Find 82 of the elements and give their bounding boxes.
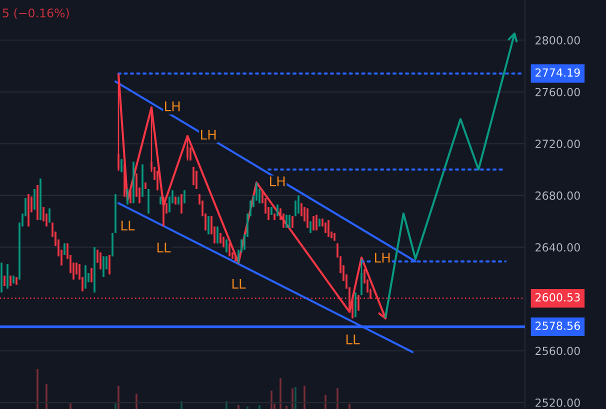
candlestick	[192, 166, 194, 186]
candlestick	[324, 222, 326, 234]
candlestick	[228, 242, 230, 257]
candlestick	[112, 232, 114, 257]
annotation: LH	[374, 252, 390, 262]
candlestick	[274, 212, 276, 221]
candlestick	[298, 194, 300, 214]
candlestick	[294, 200, 296, 217]
candlestick	[36, 184, 38, 221]
y-tick-label: 2640.00	[536, 243, 580, 252]
candlestick	[34, 188, 36, 210]
annotation: 5 (−0.16%)	[2, 8, 69, 19]
candlestick	[328, 219, 330, 238]
candlestick	[234, 256, 236, 262]
candlestick	[16, 276, 18, 286]
candlestick	[276, 204, 278, 217]
candlestick	[6, 263, 8, 290]
candlestick	[48, 208, 50, 224]
candlestick	[90, 267, 92, 283]
candlestick	[174, 196, 176, 206]
candlestick	[102, 256, 104, 278]
candlestick	[28, 194, 30, 228]
candlestick	[282, 212, 284, 228]
candlestick	[196, 170, 198, 190]
candlestick	[292, 216, 294, 228]
candlestick	[286, 214, 288, 228]
candlestick	[0, 262, 2, 294]
candlestick	[310, 220, 312, 234]
annotation: LL	[232, 278, 246, 289]
candlestick	[10, 275, 12, 287]
candlestick	[270, 206, 272, 216]
annotation: LH	[164, 101, 180, 112]
candlestick	[12, 275, 14, 284]
candlestick	[318, 218, 320, 228]
annotation: LH	[270, 176, 285, 186]
candlestick	[108, 254, 110, 276]
candlestick	[220, 232, 222, 244]
candlestick	[4, 275, 6, 287]
y-tick-label: 2720.00	[536, 140, 580, 148]
y-tick-label: 2520.00	[536, 398, 580, 407]
annotation: LL	[346, 334, 360, 344]
candlestick	[216, 226, 218, 244]
series-label: 2774.19	[536, 68, 580, 77]
annotation: LL	[121, 220, 135, 230]
candlestick	[148, 188, 150, 214]
candlestick	[180, 194, 182, 214]
candlestick	[306, 208, 308, 228]
candlestick	[226, 238, 228, 254]
y-tick-label: 2760.00	[536, 88, 580, 96]
candlestick	[126, 188, 128, 206]
candlestick	[120, 158, 122, 173]
ref-line-label: 2578.56	[536, 322, 580, 330]
y-tick-label: 2560.00	[536, 346, 580, 356]
candlestick	[114, 194, 116, 234]
candlestick	[84, 264, 86, 290]
y-tick-label: 2800.00	[536, 36, 580, 45]
candlestick	[130, 190, 132, 204]
candlestick	[100, 252, 102, 270]
candlestick	[178, 196, 180, 206]
candlestick	[94, 246, 96, 294]
candlestick	[162, 196, 164, 228]
ref-line-label: 2600.53	[536, 293, 580, 302]
candlestick	[184, 190, 186, 204]
candlestick	[160, 196, 162, 206]
candlestick	[360, 258, 362, 296]
candlestick	[222, 236, 224, 248]
candlestick	[312, 216, 314, 232]
candlestick	[316, 214, 318, 232]
candlestick	[132, 161, 134, 204]
annotation: LH	[200, 130, 216, 140]
candlestick	[288, 214, 290, 228]
candlestick	[64, 242, 66, 256]
candlestick	[144, 182, 146, 190]
annotation: LL	[157, 242, 171, 252]
candlestick	[156, 170, 158, 191]
candlestick	[334, 232, 336, 242]
candlestick	[76, 262, 78, 276]
candlestick	[354, 292, 356, 318]
candlestick	[40, 178, 42, 221]
candlestick	[208, 216, 210, 235]
y-tick-label: 2680.00	[536, 191, 580, 200]
candlestick	[142, 164, 144, 198]
